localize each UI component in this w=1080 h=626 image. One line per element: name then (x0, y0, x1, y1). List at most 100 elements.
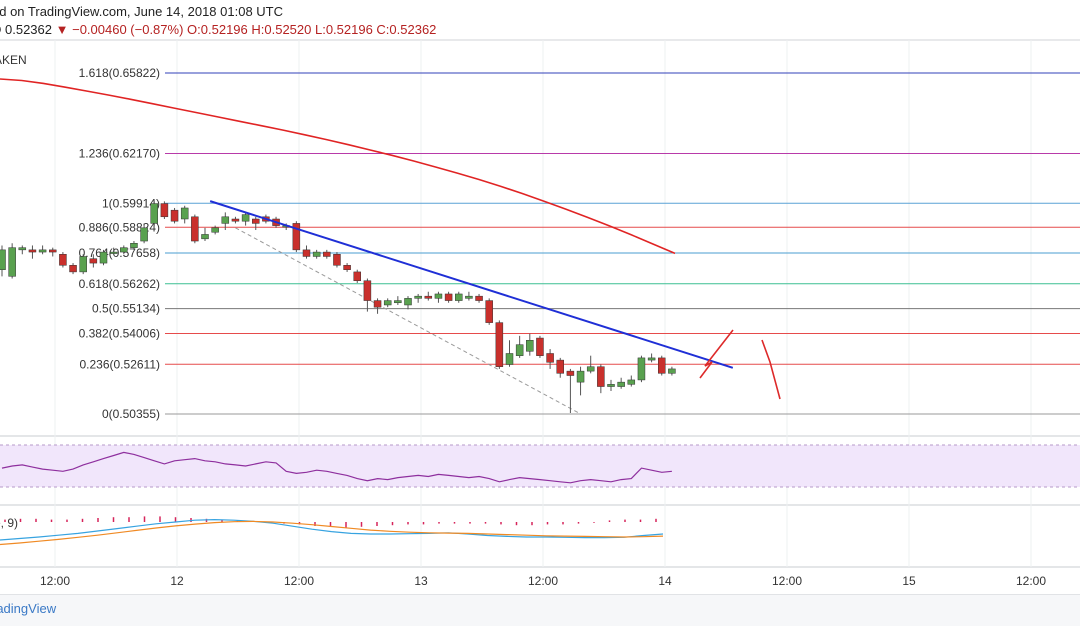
candle (252, 216, 260, 231)
candle (201, 227, 209, 242)
fib-level-label: 1.236(0.62170) (79, 147, 160, 161)
candle-body (89, 258, 98, 264)
candle-body (221, 216, 230, 224)
candle (312, 249, 321, 259)
candle (465, 291, 473, 301)
candle-body (49, 249, 57, 253)
candle-body (363, 280, 372, 301)
candle-body (566, 370, 575, 376)
candle (211, 225, 219, 235)
candle-body (0, 249, 6, 270)
candle-body (617, 381, 625, 387)
candle-body (668, 368, 676, 374)
fib-level-label: 0.618(0.56262) (79, 277, 160, 291)
candle (485, 298, 493, 325)
candle (302, 245, 311, 259)
candle (241, 212, 250, 226)
fib-anchor-line (235, 227, 581, 415)
candle (38, 245, 47, 255)
ohlc-values: O:0.52196 H:0.52520 L:0.52196 C:0.52362 (187, 22, 437, 37)
candle (160, 201, 169, 219)
candle-body (556, 359, 564, 374)
candle (586, 355, 595, 374)
candle-body (465, 295, 473, 299)
candle (444, 291, 453, 303)
chart-publish-info: ed on TradingView.com, June 14, 2018 01:… (0, 4, 284, 19)
candle-body (28, 249, 37, 253)
candle-body (455, 293, 463, 301)
fib-level-label: 1.618(0.65822) (79, 66, 160, 80)
candle (556, 357, 564, 378)
candle (414, 293, 422, 303)
candle-body (526, 340, 534, 352)
moving-average-200 (0, 78, 676, 255)
candle (526, 333, 534, 356)
x-tick-label: 12:00 (772, 574, 802, 588)
candle-body (79, 256, 87, 273)
candle (221, 212, 230, 231)
candle-body (109, 251, 118, 254)
candle (617, 377, 625, 389)
candle-body (515, 344, 524, 356)
candle-body (505, 353, 514, 365)
candle-body (59, 254, 67, 266)
candle-body (292, 223, 301, 251)
fib-level-label: 0.382(0.54006) (79, 327, 160, 341)
candle-body (434, 293, 443, 299)
price-line: D 0.52362 ▼ −0.00460 (−0.87%) O:0.52196 … (0, 22, 436, 37)
chart-header: ed on TradingView.com, June 14, 2018 01:… (0, 0, 1080, 40)
price-change: ▼ −0.00460 (−0.87%) (55, 22, 184, 37)
candle (0, 245, 6, 277)
trendline[interactable] (209, 200, 734, 369)
candle (170, 207, 179, 224)
candle (394, 296, 402, 305)
x-tick-label: 12:00 (1016, 574, 1046, 588)
candle-body (627, 379, 636, 385)
candle-body (383, 300, 392, 306)
candle (404, 296, 412, 310)
fib-level-label: 0.236(0.52611) (79, 357, 160, 371)
candle-body (485, 300, 493, 323)
candle (515, 335, 524, 358)
candle (180, 205, 189, 224)
macd-line (0, 518, 664, 541)
candle (597, 364, 605, 394)
candle (99, 249, 108, 266)
candle (292, 221, 301, 253)
candle-body (607, 384, 615, 387)
candle (140, 223, 148, 244)
fib-level-label: 0.886(0.58824) (79, 220, 160, 234)
candle (49, 247, 57, 257)
fibonacci-levels: 1.618(0.65822) 1.236(0.62170) 1(0.59914) 0.… (79, 66, 1080, 421)
candle-body (414, 295, 422, 299)
candle (475, 293, 483, 303)
candle-body (353, 271, 361, 281)
candle (109, 247, 118, 255)
candle-body (99, 251, 108, 264)
candle (495, 320, 504, 369)
candle-body (404, 298, 412, 306)
candle (576, 366, 585, 396)
candle-body (333, 254, 341, 266)
candle-body (38, 249, 47, 253)
candle (18, 245, 27, 255)
candle-body (211, 227, 219, 233)
chart-grid (0, 39, 1080, 568)
candle (353, 269, 361, 283)
footer-bar: radingView (0, 594, 1080, 626)
candle-body (586, 366, 595, 372)
x-tick-label: 12:00 (528, 574, 558, 588)
candle (59, 252, 67, 268)
x-tick-label: 13 (414, 574, 428, 588)
candle-body (394, 300, 402, 304)
macd-panel (0, 516, 664, 546)
candle-body (120, 247, 128, 253)
candle-body (475, 295, 483, 301)
candle-body (424, 295, 433, 299)
hand-drawn-arrow (699, 329, 781, 400)
candle-body (8, 247, 16, 277)
macd-label: e, 9) (0, 516, 19, 530)
tradingview-brand[interactable]: radingView (0, 601, 57, 616)
candle-body (343, 265, 351, 270)
